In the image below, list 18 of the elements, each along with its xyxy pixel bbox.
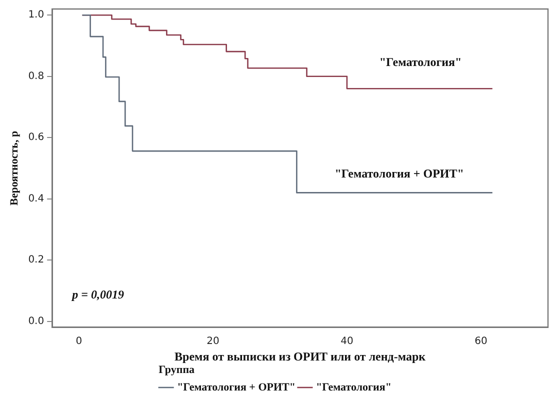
x-tick-label: 40 <box>340 336 354 347</box>
y-tick-label: 0.2 <box>28 254 44 266</box>
y-tick-label: 0.4 <box>28 193 44 204</box>
legend-label: "Гематология" <box>316 381 392 394</box>
legend-title: Группа <box>158 364 196 376</box>
y-tick-label: 0.6 <box>28 132 44 144</box>
y-tick-label: 0.0 <box>28 316 44 327</box>
legend-label: "Гематология + ОРИТ" <box>177 381 296 394</box>
x-tick-label: 20 <box>206 336 220 347</box>
annotation: "Гематология + ОРИТ" <box>334 166 464 181</box>
x-tick-label: 0 <box>76 336 82 347</box>
y-tick-label: 1.0 <box>28 10 44 21</box>
annotation: p = 0,0019 <box>71 287 124 302</box>
y-axis-title: Вероятность, p <box>8 130 20 206</box>
y-tick-label: 0.8 <box>28 70 44 82</box>
x-tick-label: 60 <box>474 336 488 347</box>
annotation: "Гематология" <box>379 55 462 70</box>
x-axis-title: Время от выписки из ОРИТ или от ленд-марк <box>174 350 426 364</box>
